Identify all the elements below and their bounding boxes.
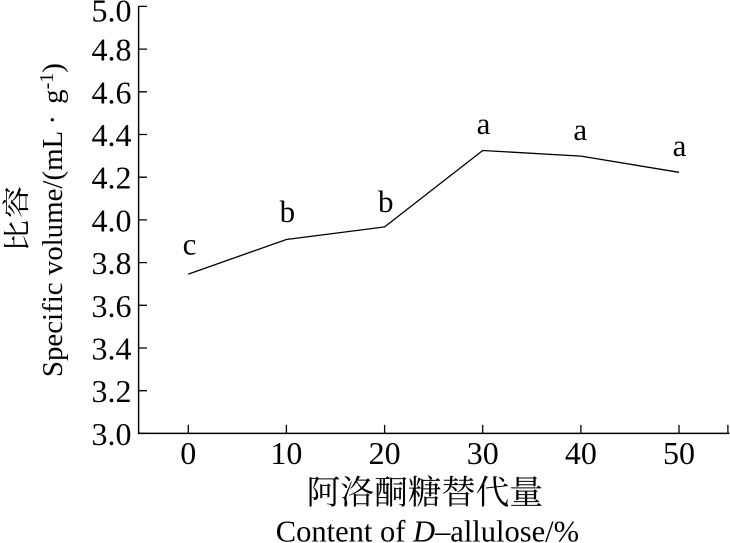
svg-text:c: c <box>183 226 197 261</box>
svg-text:0: 0 <box>180 435 196 471</box>
svg-text:3.4: 3.4 <box>92 331 132 367</box>
svg-text:Specific volume/(mL · g-1): Specific volume/(mL · g-1) <box>36 63 69 377</box>
svg-text:40: 40 <box>565 435 597 471</box>
svg-text:b: b <box>378 184 394 219</box>
svg-text:4.2: 4.2 <box>92 160 132 196</box>
svg-text:4.0: 4.0 <box>92 202 132 238</box>
svg-text:Content of D–allulose/%: Content of D–allulose/% <box>276 514 579 543</box>
svg-text:a: a <box>477 106 491 141</box>
svg-text:4.8: 4.8 <box>92 32 132 68</box>
svg-text:4.4: 4.4 <box>92 117 132 153</box>
svg-text:a: a <box>573 112 587 147</box>
svg-text:3.8: 3.8 <box>92 245 132 281</box>
svg-text:5.0: 5.0 <box>92 0 132 29</box>
svg-text:3.6: 3.6 <box>92 288 132 324</box>
svg-text:30: 30 <box>467 435 499 471</box>
svg-text:a: a <box>673 128 687 163</box>
svg-text:3.2: 3.2 <box>92 373 132 409</box>
svg-text:20: 20 <box>369 435 401 471</box>
svg-text:b: b <box>280 194 296 229</box>
svg-text:50: 50 <box>663 435 695 471</box>
svg-text:3.0: 3.0 <box>92 416 132 452</box>
svg-text:10: 10 <box>270 435 302 471</box>
svg-text:4.6: 4.6 <box>92 74 132 110</box>
